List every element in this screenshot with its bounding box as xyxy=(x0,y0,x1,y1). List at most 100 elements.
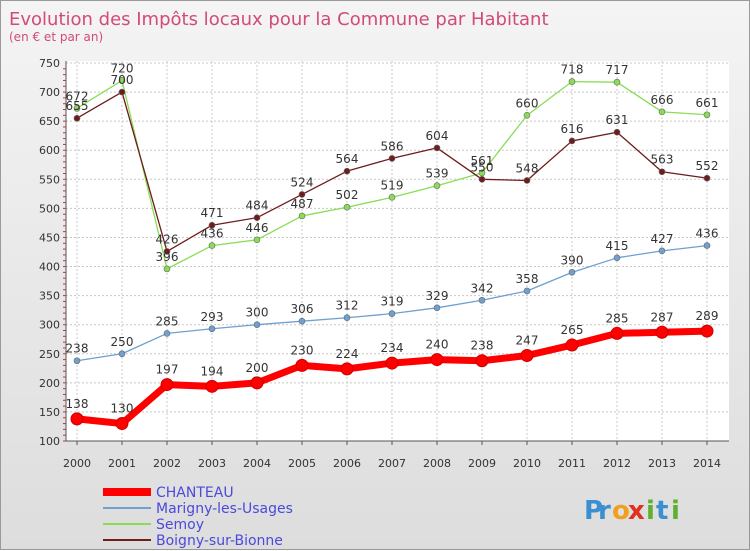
point-semoy xyxy=(478,169,486,177)
x-tick-label: 2013 xyxy=(648,457,676,470)
legend-entry-boigny-sur-bionne: Boigny-sur-Bionne xyxy=(156,533,283,549)
data-label-boigny-sur-bionne: 631 xyxy=(606,113,629,127)
point-chanteau xyxy=(385,356,399,370)
point-semoy xyxy=(73,105,81,112)
point-boigny-sur-bionne xyxy=(703,174,711,182)
point-marigny-les-usages xyxy=(208,325,216,333)
point-chanteau xyxy=(205,379,219,393)
plot-background xyxy=(66,61,729,441)
data-label-chanteau: 130 xyxy=(111,402,134,416)
data-label-chanteau: 230 xyxy=(291,343,314,357)
data-label-marigny-les-usages: 436 xyxy=(696,227,719,241)
data-label-semoy: 539 xyxy=(426,167,449,181)
data-label-semoy: 519 xyxy=(381,178,404,192)
data-label-marigny-les-usages: 358 xyxy=(516,272,539,286)
point-marigny-les-usages xyxy=(298,317,306,325)
point-marigny-les-usages xyxy=(613,254,621,262)
point-chanteau xyxy=(70,412,84,426)
logo-letter: t xyxy=(656,496,668,526)
data-label-marigny-les-usages: 312 xyxy=(336,299,359,313)
data-label-semoy: 717 xyxy=(606,63,629,77)
y-tick-label: 100 xyxy=(39,435,60,448)
legend-entry-semoy: Semoy xyxy=(156,517,204,533)
point-semoy xyxy=(568,78,576,85)
proxiti-logo: Pr ox i t i xyxy=(584,496,680,526)
data-label-semoy: 487 xyxy=(291,197,314,211)
data-label-marigny-les-usages: 427 xyxy=(651,232,674,246)
point-marigny-les-usages xyxy=(253,321,261,328)
y-tick-label: 400 xyxy=(39,261,60,274)
logo-letter: x xyxy=(628,496,645,526)
point-chanteau xyxy=(430,353,444,367)
data-label-chanteau: 287 xyxy=(651,310,674,324)
point-boigny-sur-bionne xyxy=(478,176,486,183)
data-label-semoy: 672 xyxy=(66,89,89,103)
point-chanteau xyxy=(700,324,714,338)
point-chanteau xyxy=(520,349,534,363)
data-label-boigny-sur-bionne: 484 xyxy=(246,199,269,213)
point-semoy xyxy=(703,111,711,119)
data-label-chanteau: 197 xyxy=(156,363,179,377)
x-tick-label: 2002 xyxy=(153,457,181,470)
point-boigny-sur-bionne xyxy=(343,167,351,175)
point-boigny-sur-bionne xyxy=(253,214,261,221)
y-tick-label: 650 xyxy=(39,115,60,128)
data-label-semoy: 660 xyxy=(516,96,539,110)
point-semoy xyxy=(658,108,666,116)
point-chanteau xyxy=(565,338,579,352)
x-tick-label: 2006 xyxy=(333,457,361,470)
point-marigny-les-usages xyxy=(658,247,666,255)
point-chanteau xyxy=(655,325,669,339)
x-tick-label: 2001 xyxy=(108,457,136,470)
point-marigny-les-usages xyxy=(343,314,351,322)
data-label-boigny-sur-bionne: 564 xyxy=(336,152,359,166)
point-marigny-les-usages xyxy=(163,330,171,337)
y-tick-label: 500 xyxy=(39,202,60,215)
point-boigny-sur-bionne xyxy=(298,191,306,198)
point-marigny-les-usages xyxy=(478,296,486,304)
data-label-chanteau: 194 xyxy=(201,364,224,378)
data-label-boigny-sur-bionne: 655 xyxy=(66,99,89,113)
data-label-marigny-les-usages: 285 xyxy=(156,314,179,328)
point-semoy xyxy=(163,265,171,273)
y-tick-label: 450 xyxy=(39,231,60,244)
y-tick-label: 300 xyxy=(39,319,60,332)
data-label-marigny-les-usages: 415 xyxy=(606,239,629,253)
point-boigny-sur-bionne xyxy=(388,155,396,162)
point-boigny-sur-bionne xyxy=(433,144,441,152)
data-label-marigny-les-usages: 306 xyxy=(291,302,314,316)
y-tick-label: 150 xyxy=(39,406,60,419)
point-marigny-les-usages xyxy=(703,242,711,249)
data-label-semoy: 661 xyxy=(696,96,719,110)
point-marigny-les-usages xyxy=(568,269,576,276)
data-label-semoy: 446 xyxy=(246,221,269,235)
data-label-marigny-les-usages: 319 xyxy=(381,295,404,309)
point-boigny-sur-bionne xyxy=(658,168,666,176)
data-label-boigny-sur-bionne: 524 xyxy=(291,175,314,189)
x-tick-label: 2012 xyxy=(603,457,631,470)
point-chanteau xyxy=(250,376,264,390)
point-semoy xyxy=(298,212,306,220)
data-label-boigny-sur-bionne: 426 xyxy=(156,232,179,246)
point-marigny-les-usages xyxy=(523,287,531,295)
legend: CHANTEAUMarigny-les-UsagesSemoyBoigny-su… xyxy=(103,485,293,549)
point-semoy xyxy=(433,182,441,190)
y-tick-label: 350 xyxy=(39,290,60,303)
x-tick-label: 2011 xyxy=(558,457,586,470)
point-chanteau xyxy=(160,378,174,392)
data-label-marigny-les-usages: 238 xyxy=(66,342,89,356)
logo-letter: o xyxy=(612,496,630,526)
x-tick-label: 2005 xyxy=(288,457,316,470)
data-label-marigny-les-usages: 342 xyxy=(471,281,494,295)
data-label-boigny-sur-bionne: 548 xyxy=(516,161,539,175)
point-marigny-les-usages xyxy=(118,350,126,358)
data-labels: 238 250 285 293 300 306 312 319 329 342 358 390 415 4… xyxy=(66,61,719,415)
data-label-boigny-sur-bionne: 616 xyxy=(561,122,584,136)
x-tick-label: 2003 xyxy=(198,457,226,470)
y-tick-label: 550 xyxy=(39,173,60,186)
point-marigny-les-usages xyxy=(73,357,81,365)
data-label-semoy: 396 xyxy=(156,250,179,264)
x-tick-label: 2000 xyxy=(63,457,91,470)
point-boigny-sur-bionne xyxy=(73,114,81,122)
point-semoy xyxy=(343,203,351,211)
